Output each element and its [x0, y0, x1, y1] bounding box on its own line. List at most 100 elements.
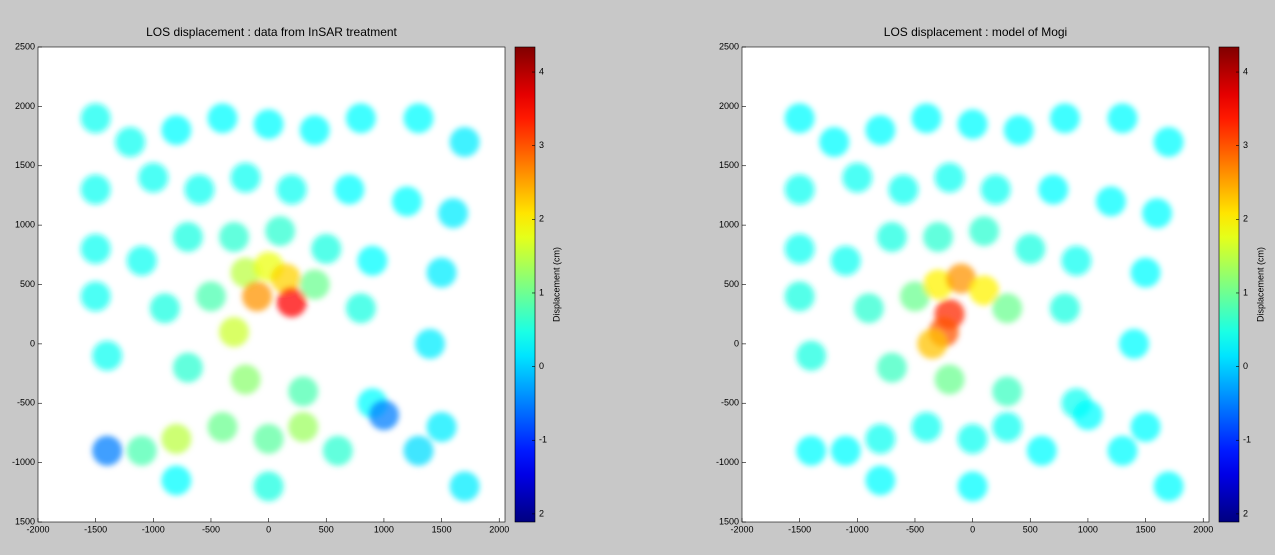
data-point — [276, 174, 307, 205]
data-point — [1061, 245, 1092, 276]
data-point — [842, 162, 873, 193]
colorbar-tick-label: 3 — [1243, 140, 1248, 150]
data-point — [1130, 412, 1161, 442]
data-point — [311, 233, 342, 264]
x-tick-label: -1500 — [84, 524, 107, 534]
data-point — [876, 352, 907, 383]
data-point — [172, 222, 203, 252]
data-point — [184, 174, 215, 205]
data-point — [288, 412, 319, 442]
data-point — [415, 328, 446, 359]
data-point — [923, 222, 954, 252]
data-point — [161, 465, 192, 496]
data-point — [207, 412, 238, 442]
data-point — [830, 435, 861, 466]
colorbar-tick-label: 2 — [1243, 508, 1248, 518]
data-point — [322, 435, 353, 466]
data-point — [92, 435, 123, 466]
x-tick-label: 1500 — [1136, 524, 1156, 534]
data-point — [899, 281, 930, 312]
data-point — [865, 115, 896, 146]
data-point — [161, 115, 192, 146]
data-point — [403, 435, 434, 466]
data-point — [230, 364, 261, 395]
colorbar-tick-label: 2 — [1243, 214, 1248, 224]
data-point — [1153, 127, 1184, 157]
data-point — [969, 216, 1000, 247]
data-point — [911, 103, 942, 134]
y-tick-label: 500 — [724, 279, 739, 289]
data-point — [784, 233, 815, 264]
data-point — [957, 109, 988, 140]
data-point — [957, 423, 988, 454]
data-point — [403, 103, 434, 134]
y-tick-label: 1500 — [15, 516, 35, 526]
data-point — [1095, 186, 1126, 217]
chart-title: LOS displacement : data from InSAR treat… — [146, 25, 397, 39]
data-point — [796, 340, 827, 371]
chart-title: LOS displacement : model of Mogi — [884, 25, 1067, 39]
y-tick-label: 1500 — [719, 516, 739, 526]
data-point — [969, 275, 1000, 306]
data-point — [1130, 257, 1161, 288]
data-point — [276, 287, 307, 318]
x-tick-label: 2000 — [1193, 524, 1213, 534]
data-point — [219, 317, 250, 347]
data-point — [426, 412, 457, 442]
data-point — [946, 263, 977, 294]
data-point — [299, 115, 330, 146]
x-tick-label: -1000 — [846, 524, 869, 534]
colorbar-tick-label: 2 — [539, 214, 544, 224]
colorbar-tick-label: -1 — [1243, 435, 1251, 445]
data-point — [865, 465, 896, 496]
data-point — [345, 293, 376, 324]
colorbar — [514, 46, 536, 523]
y-tick-label: 0 — [734, 338, 739, 348]
data-point — [1107, 103, 1138, 134]
data-point — [299, 269, 330, 300]
y-tick-label: -500 — [721, 398, 739, 408]
data-point — [126, 245, 157, 276]
y-tick-label: 2000 — [15, 101, 35, 111]
data-point — [368, 400, 399, 431]
data-point — [888, 174, 919, 205]
x-tick-label: 1000 — [1078, 524, 1098, 534]
colorbar-tick-label: 2 — [539, 508, 544, 518]
x-tick-label: -2000 — [730, 524, 753, 534]
colorbar-label: Displacement (cm) — [551, 247, 561, 322]
data-point — [830, 245, 861, 276]
data-point — [161, 423, 192, 454]
y-tick-label: 0 — [30, 338, 35, 348]
colorbar-tick-label: 1 — [539, 287, 544, 297]
y-tick-label: 1500 — [719, 160, 739, 170]
data-point — [784, 281, 815, 312]
data-point — [80, 103, 111, 134]
data-point — [345, 103, 376, 134]
data-point — [917, 328, 948, 359]
data-point — [334, 174, 365, 205]
data-point — [230, 257, 261, 288]
data-point — [449, 127, 480, 157]
y-tick-label: 2500 — [15, 41, 35, 51]
data-point — [853, 293, 884, 324]
colorbar-tick-label: -1 — [539, 435, 547, 445]
y-tick-label: 2000 — [719, 101, 739, 111]
data-point — [438, 198, 469, 229]
y-tick-label: 1500 — [15, 160, 35, 170]
data-point — [784, 103, 815, 134]
data-point — [1142, 198, 1173, 229]
colorbar-label: Displacement (cm) — [1255, 247, 1265, 322]
x-tick-label: -1500 — [788, 524, 811, 534]
data-point — [1003, 115, 1034, 146]
y-tick-label: 2500 — [719, 41, 739, 51]
data-point — [80, 174, 111, 205]
data-point — [149, 293, 180, 324]
data-point — [253, 423, 284, 454]
x-tick-label: 0 — [970, 524, 975, 534]
colorbar-tick-label: 4 — [539, 66, 544, 76]
data-point — [242, 281, 273, 312]
data-point — [1015, 233, 1046, 264]
colorbar-tick-label: 0 — [539, 361, 544, 371]
data-point — [1026, 435, 1057, 466]
